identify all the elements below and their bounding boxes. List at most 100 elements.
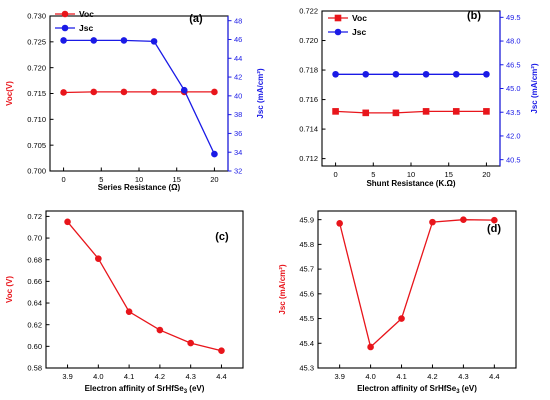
data-point-data — [336, 220, 343, 227]
y-tick-label: 45.3 — [299, 364, 314, 373]
data-point-jsc — [483, 70, 490, 78]
y-tick-label: 45.7 — [299, 265, 314, 274]
plot-frame — [45, 210, 244, 369]
x-axis-label: Electron affinity of SrHfSe3 (eV) — [85, 384, 205, 395]
y-tick-label: 0.72 — [27, 212, 42, 221]
legend-marker — [334, 28, 342, 36]
y2-tick-label: 42 — [234, 73, 242, 82]
chart-panel-a: 0 5 10 15 20 0.700 0.705 0.710 0.715 0.720 0.725 0.… — [5, 9, 265, 192]
x-tick-label: 4.1 — [124, 372, 134, 381]
x-tick-label: 0 — [61, 175, 65, 184]
legend-label: Voc — [79, 9, 94, 19]
y-axis-label: Voc(V) — [5, 81, 14, 106]
x-tick-label: 4.4 — [216, 372, 226, 381]
y-tick-label: 0.70 — [27, 234, 42, 243]
y2-tick-label: 40.5 — [506, 155, 521, 164]
data-point-data — [398, 315, 405, 322]
x-tick-label: 4.3 — [185, 372, 195, 381]
series-line-voc — [63, 91, 215, 94]
legend-marker — [334, 14, 342, 22]
y2-axis-label: Jsc (mA/cm²) — [530, 63, 539, 114]
y-axis-label: Jsc (mA/cm²) — [278, 264, 287, 315]
plot-frame — [317, 210, 517, 369]
data-point-data — [125, 308, 133, 315]
y2-tick-label: 49.5 — [506, 13, 521, 22]
data-point-jsc — [422, 70, 430, 78]
x-tick-label: 4.1 — [396, 372, 406, 381]
y-tick-label: 0.730 — [27, 12, 46, 21]
y-tick-label: 0.720 — [27, 63, 46, 72]
x-tick-label: 5 — [371, 170, 375, 179]
y-tick-label: 0.718 — [299, 66, 318, 75]
x-axis-label: Series Resistance (Ω) — [98, 183, 181, 192]
y-tick-label: 0.60 — [27, 342, 42, 351]
data-point-voc — [150, 88, 158, 96]
y-tick-label: 0.720 — [299, 36, 318, 45]
legend-marker — [61, 10, 69, 18]
data-point-jsc — [452, 70, 460, 78]
y-tick-label: 0.705 — [27, 141, 46, 150]
y-tick-label: 0.62 — [27, 320, 42, 329]
data-point-data — [367, 343, 374, 351]
data-point-jsc — [60, 37, 67, 44]
y2-tick-label: 48 — [234, 16, 242, 25]
y2-tick-label: 38 — [234, 110, 242, 119]
data-point-voc — [362, 109, 370, 117]
x-tick-label: 4.0 — [93, 372, 103, 381]
chart-panel-d: 3.9 4.0 4.1 4.2 4.3 4.4 45.3 45.4 45.5 45.6 45.7 45… — [278, 210, 517, 395]
data-point-jsc — [332, 70, 339, 78]
data-point-voc — [422, 108, 430, 115]
y-tick-label: 45.5 — [299, 314, 314, 323]
y-tick-label: 0.714 — [299, 125, 318, 134]
x-axis-label: Electron affinity of SrHfSe3 (eV) — [357, 384, 477, 395]
x-tick-label: 20 — [210, 175, 218, 184]
data-point-data — [95, 255, 102, 262]
chart-panel-c: 3.9 4.0 4.1 4.2 4.3 4.4 0.58 0.60 0.62 0.64 0.66 0.… — [5, 210, 244, 395]
data-point-data — [429, 218, 436, 226]
legend-marker — [61, 24, 69, 32]
data-point-data — [64, 218, 71, 226]
x-tick-label: 10 — [407, 170, 415, 179]
data-point-voc — [392, 109, 400, 117]
series-line-data — [67, 221, 222, 352]
y-tick-label: 45.8 — [299, 240, 314, 249]
x-tick-label: 4.0 — [365, 372, 375, 381]
y-tick-label: 45.4 — [299, 339, 314, 348]
legend-label: Jsc — [352, 27, 366, 37]
data-point-jsc — [90, 37, 98, 44]
data-point-jsc — [392, 70, 400, 78]
x-tick-label: 0 — [333, 170, 337, 179]
y2-tick-label: 34 — [234, 148, 242, 157]
y2-tick-label: 43.5 — [506, 108, 521, 117]
y-tick-label: 45.6 — [299, 289, 314, 298]
y-tick-label: 0.58 — [27, 364, 42, 373]
y2-axis-label: Jsc (mA/cm²) — [256, 68, 265, 119]
series-line-jsc — [63, 39, 215, 155]
x-tick-label: 4.4 — [489, 372, 499, 381]
x-tick-label: 10 — [135, 175, 143, 184]
panel-label: (c) — [215, 231, 229, 243]
data-point-voc — [483, 108, 490, 115]
y-tick-label: 0.66 — [27, 277, 42, 286]
y-tick-label: 0.716 — [299, 95, 318, 104]
data-point-voc — [211, 88, 218, 96]
x-tick-label: 20 — [482, 170, 490, 179]
x-tick-label: 5 — [99, 175, 103, 184]
legend-label: Jsc — [79, 23, 93, 33]
data-point-voc — [90, 88, 98, 96]
legend-label: Voc — [352, 13, 367, 23]
y2-tick-label: 36 — [234, 129, 242, 138]
y2-tick-label: 46 — [234, 35, 242, 44]
y-tick-label: 45.9 — [299, 215, 314, 224]
data-point-jsc — [362, 70, 370, 78]
data-point-data — [187, 339, 194, 347]
x-tick-label: 4.3 — [458, 372, 468, 381]
y2-tick-label: 32 — [234, 167, 242, 176]
panel-label: (d) — [487, 223, 501, 235]
data-point-voc — [452, 108, 460, 115]
x-axis-label: Shunt Resistance (K.Ω) — [366, 179, 455, 188]
data-point-voc — [332, 108, 339, 115]
y2-tick-label: 45.0 — [506, 84, 521, 93]
